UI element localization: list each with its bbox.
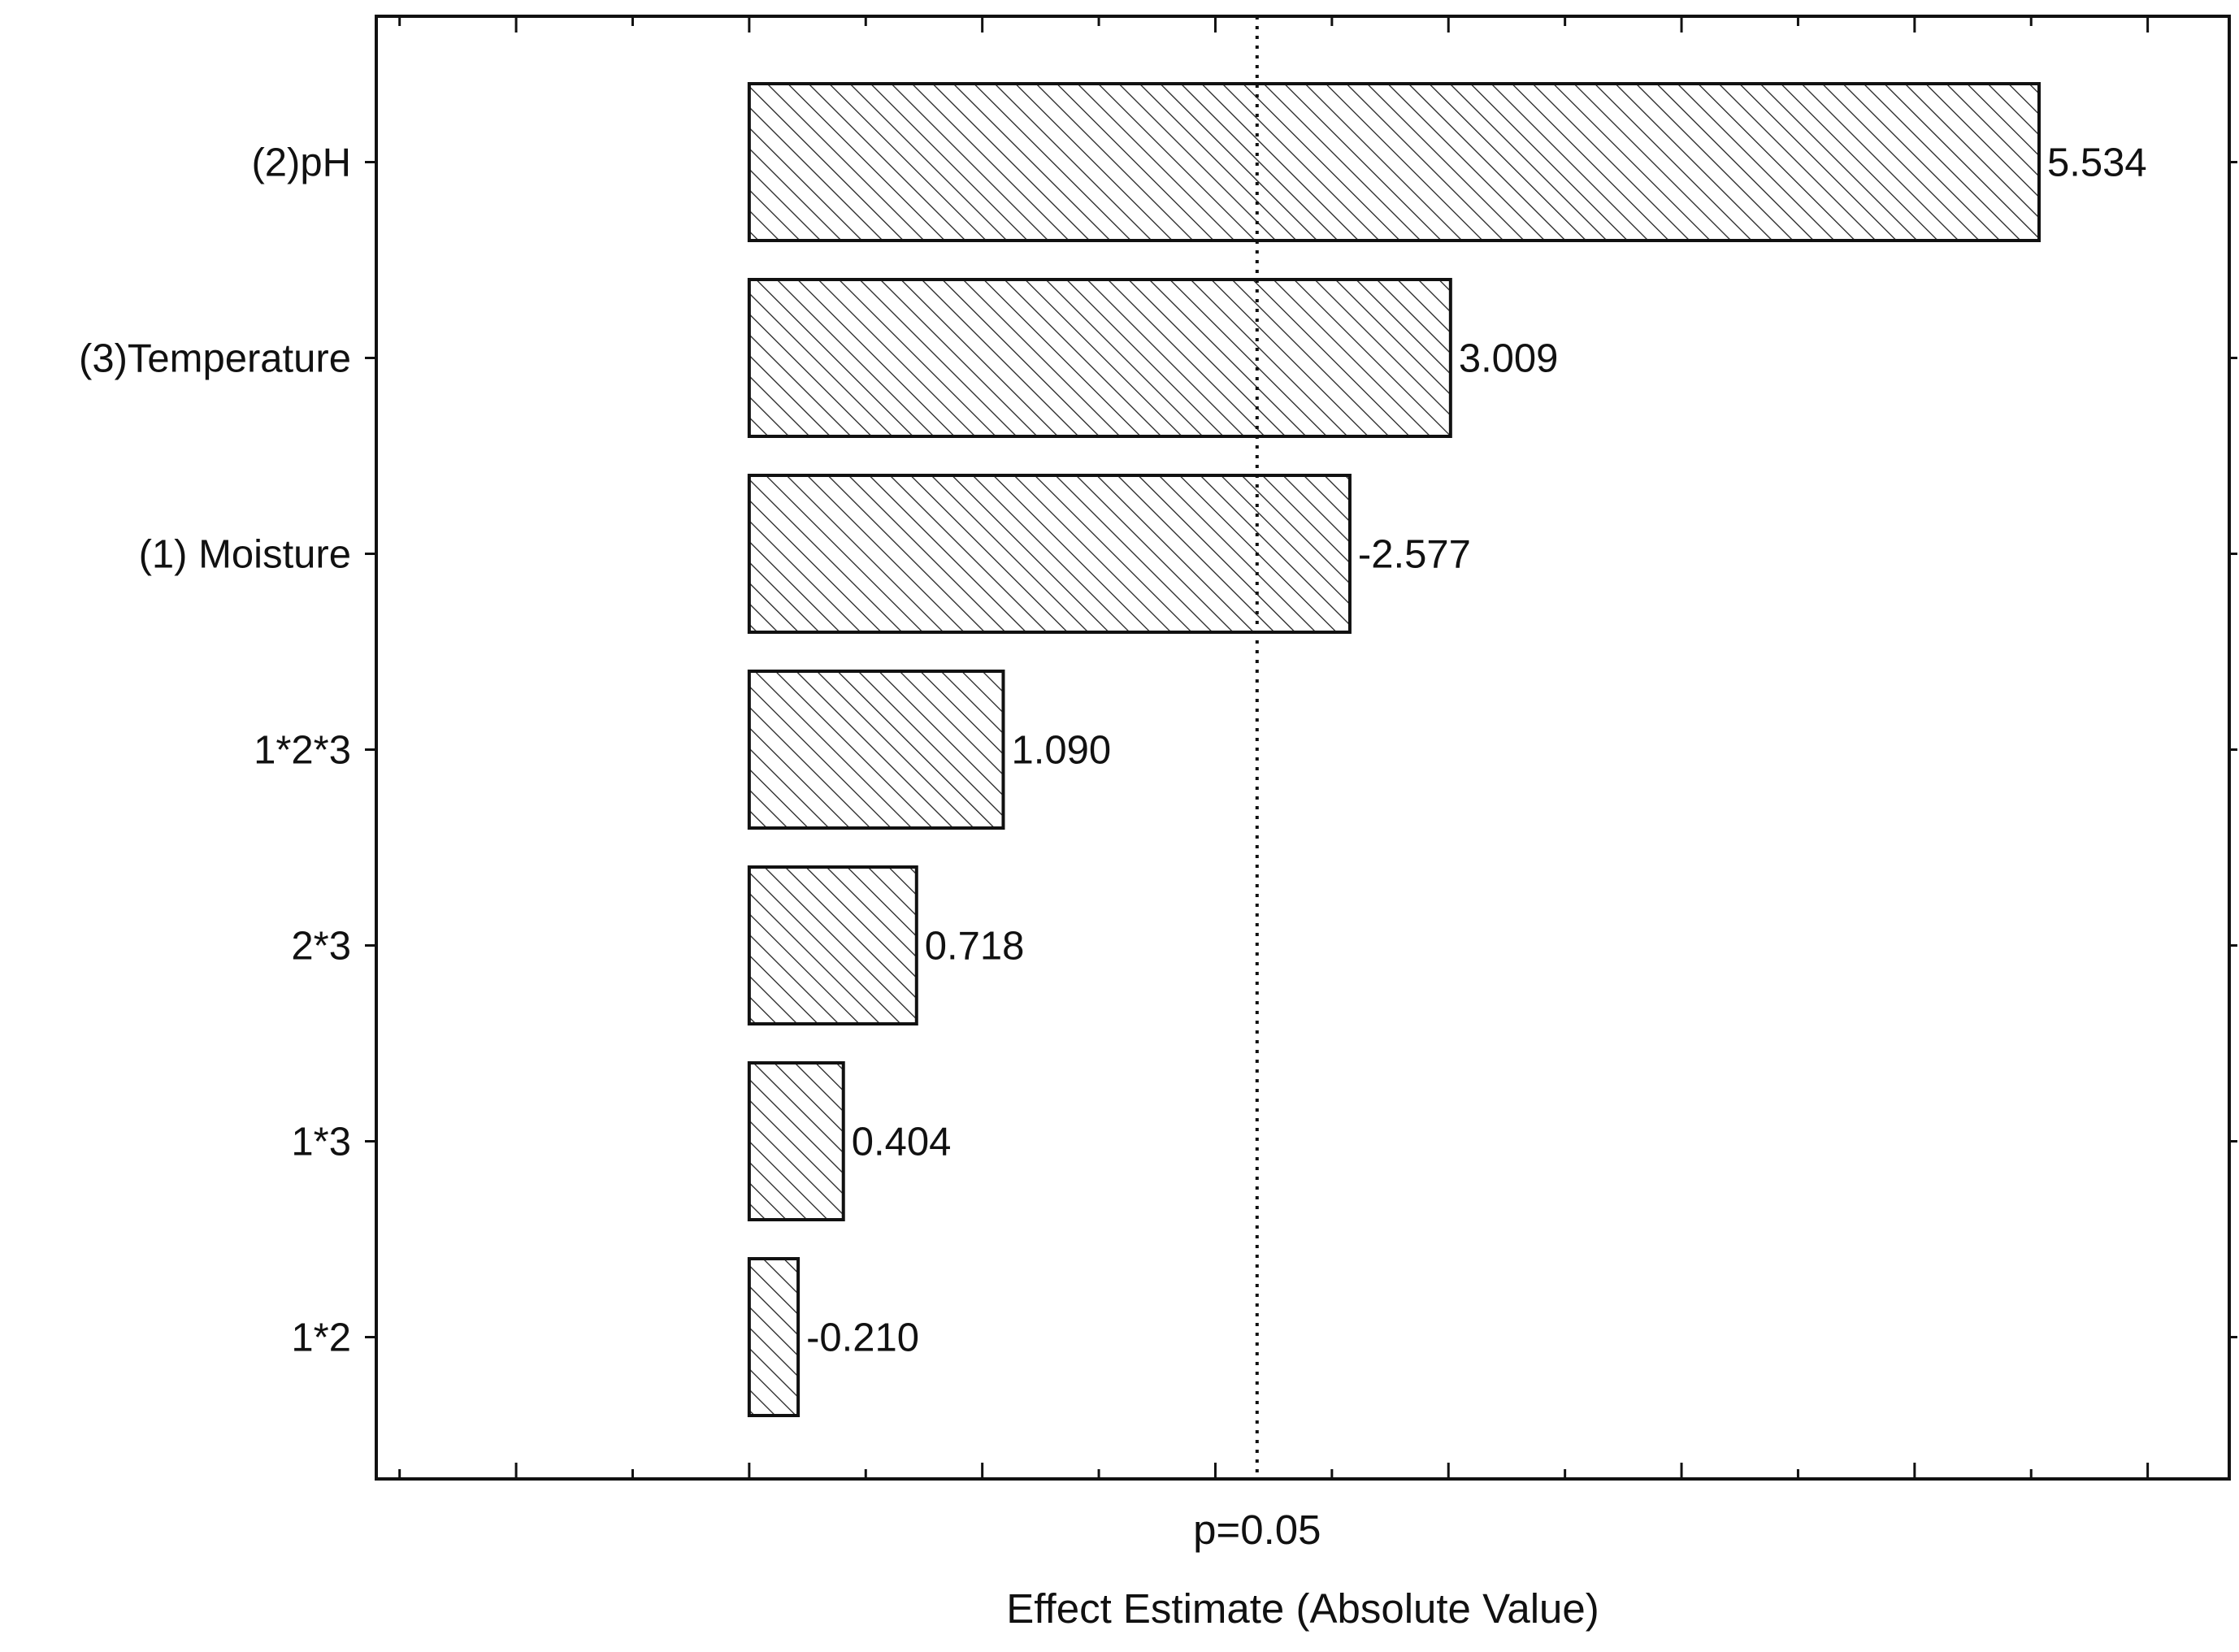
value-label-7: -0.210 — [806, 1316, 919, 1360]
value-labels: 5.534 3.009 -2.577 1.090 0.718 0.404 -0.210 — [806, 141, 2147, 1360]
x-axis-label: Effect Estimate (Absolute Value) — [1006, 1585, 1599, 1632]
axis-ticks — [365, 16, 2237, 1479]
reference-line-label: p=0.05 — [1193, 1507, 1321, 1553]
category-label-3: (1) Moisturе — [139, 533, 351, 577]
value-label-4: 1.090 — [1011, 729, 1111, 773]
bar-1 — [747, 82, 2041, 242]
bar-6 — [747, 1061, 845, 1221]
bar-3 — [747, 474, 1352, 634]
plot-area-frame — [375, 15, 2231, 1481]
category-label-2: (3)Temperature — [79, 337, 351, 381]
value-label-1: 5.534 — [2047, 141, 2147, 185]
value-label-5: 0.718 — [925, 925, 1025, 969]
category-labels: (2)pH (3)Temperature (1) Moisturе 1*2*3 2*3 1… — [79, 141, 351, 1360]
category-label-7: 1*2 — [291, 1316, 351, 1360]
value-label-2: 3.009 — [1459, 337, 1559, 381]
category-label-4: 1*2*3 — [254, 729, 351, 773]
value-label-3: -2.577 — [1358, 533, 1471, 577]
bar-2 — [747, 278, 1452, 438]
category-label-6: 1*3 — [291, 1121, 351, 1164]
category-label-1: (2)pH — [251, 141, 351, 185]
bar-5 — [747, 865, 918, 1025]
bar-4 — [747, 670, 1005, 830]
bar-7 — [747, 1257, 801, 1417]
bars-group — [747, 82, 2041, 1417]
category-label-5: 2*3 — [291, 925, 351, 969]
value-label-6: 0.404 — [852, 1121, 952, 1164]
